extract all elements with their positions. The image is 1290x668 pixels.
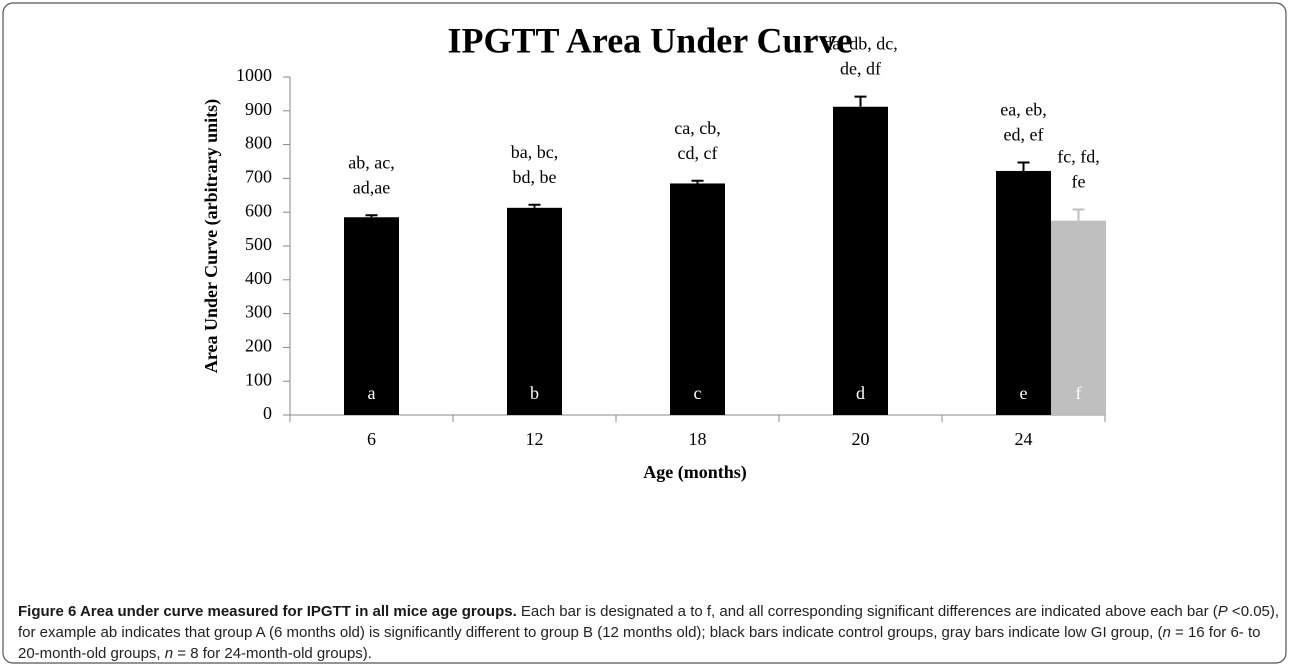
significance-label: ab, ac, — [348, 152, 394, 172]
caption-text: <0.05), for example ab indicates that gr… — [18, 603, 1280, 641]
error-bar — [1017, 161, 1030, 171]
error-bar — [365, 214, 378, 218]
caption-text: = 8 for 24-month-old groups). — [173, 645, 372, 662]
y-tick-label: 900 — [245, 99, 272, 119]
x-tick-label: 20 — [852, 429, 870, 449]
bar-label: f — [1076, 383, 1082, 403]
bar — [1051, 220, 1106, 415]
significance-label: de, df — [840, 59, 881, 79]
significance-label: ca, cb, — [674, 118, 720, 138]
y-tick-label: 500 — [245, 234, 272, 254]
caption-text: Figure 6 Area under curve measured for I… — [18, 603, 517, 620]
y-tick-label: 800 — [245, 133, 272, 153]
y-tick-label: 300 — [245, 302, 272, 322]
caption-text: n — [164, 645, 174, 662]
bar-label: a — [368, 383, 376, 403]
caption-text: = 16 for 6- to 20-month-old groups, — [18, 624, 1261, 662]
chart-title: IPGTT Area Under Curve — [447, 20, 852, 60]
error-bar — [691, 179, 704, 184]
x-tick-label: 12 — [526, 429, 544, 449]
significance-label: ba, bc, — [511, 142, 558, 162]
x-tick-label: 18 — [689, 429, 707, 449]
bar-label: d — [856, 383, 865, 403]
error-bar — [1072, 208, 1085, 221]
significance-label: bd, be — [513, 167, 557, 187]
y-tick-label: 200 — [245, 336, 272, 356]
bar — [833, 106, 888, 415]
error-bar — [528, 203, 541, 208]
significance-label: ad,ae — [353, 177, 390, 197]
y-tick-label: 600 — [245, 200, 272, 220]
bar-label: e — [1020, 383, 1028, 403]
significance-label: ed, ef — [1004, 125, 1044, 145]
y-tick-label: 0 — [263, 403, 272, 423]
bar-label: c — [694, 383, 702, 403]
significance-label: fc, fd, — [1057, 147, 1099, 167]
y-tick-label: 400 — [245, 268, 272, 288]
caption-text: P — [1217, 603, 1228, 620]
bar — [344, 217, 399, 415]
y-axis-label: Area Under Curve (arbitrary units) — [201, 99, 222, 373]
significance-label: cd, cf — [678, 143, 718, 163]
bar-label: b — [530, 383, 539, 403]
significance-label: da, db, dc, — [823, 34, 897, 54]
y-tick-label: 1000 — [236, 65, 272, 85]
caption-text: Each bar is designated a to f, and all c… — [516, 603, 1218, 620]
bar — [670, 183, 725, 415]
x-tick-label: 6 — [367, 429, 376, 449]
y-tick-label: 700 — [245, 167, 272, 187]
bar — [507, 207, 562, 415]
error-bar — [854, 95, 867, 107]
x-axis-label: Age (months) — [643, 462, 747, 483]
bar — [996, 170, 1051, 415]
significance-label: fe — [1072, 172, 1086, 192]
caption-text: n — [1162, 624, 1171, 641]
y-tick-label: 100 — [245, 369, 272, 389]
x-tick-label: 24 — [1015, 429, 1033, 449]
significance-label: ea, eb, — [1000, 100, 1046, 120]
caption: Figure 6 Area under curve measured for I… — [18, 601, 1280, 664]
